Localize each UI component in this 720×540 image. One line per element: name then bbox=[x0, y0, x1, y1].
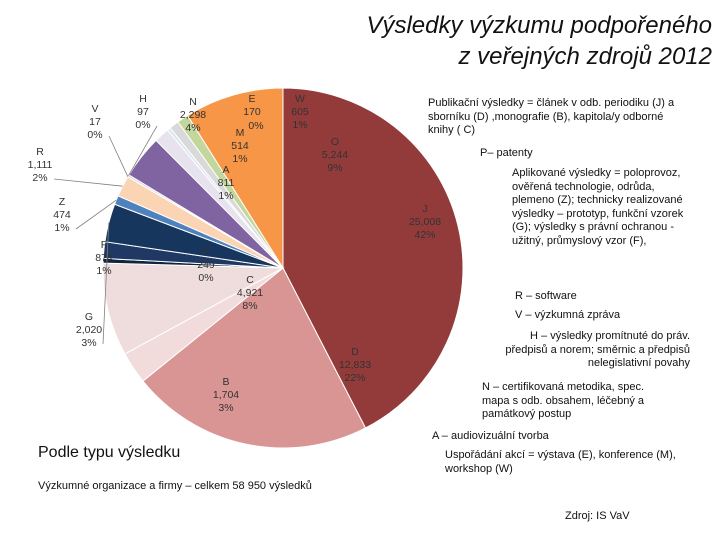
leader-line-g bbox=[102, 222, 110, 345]
pie-label-d: D 12,833 22% bbox=[339, 346, 371, 384]
leader-line-v bbox=[108, 135, 129, 177]
pie-label-w: W 605 1% bbox=[291, 93, 309, 131]
leader-line-r bbox=[53, 178, 123, 187]
pie-extra-label: 0% bbox=[248, 120, 263, 132]
legend-aplikovane: Aplikované výsledky = poloprovoz, ověřen… bbox=[512, 167, 684, 247]
source-note: Zdroj: IS VaV bbox=[565, 510, 630, 522]
pie-label-a: A 811 1% bbox=[218, 164, 235, 202]
pie-slice-d bbox=[142, 267, 367, 449]
legend-audiovizualni: A – audiovizuální tvorba bbox=[432, 430, 549, 442]
legend-software: R – software bbox=[515, 290, 577, 302]
legend-predpisy: H – výsledky promítnuté do práv. předpis… bbox=[505, 330, 690, 369]
pie-label-r: R 1,111 2% bbox=[28, 146, 53, 184]
legend-metodika: N – certifikovaná metodika, spec. mapa s… bbox=[482, 381, 645, 420]
chart-title-line1: Výsledky výzkumu podpořeného bbox=[366, 12, 712, 39]
pie-slices bbox=[102, 87, 464, 449]
pie-labels: J 25,008 42% D 12,833 22% B 1,704 3% C 4,921 8% P 249… bbox=[28, 93, 442, 414]
pie-label-f: F 874 1% bbox=[95, 239, 113, 277]
pie-leader-lines bbox=[53, 125, 158, 345]
pie-label-o: O 5,244 9% bbox=[322, 136, 348, 174]
pie-slice-j bbox=[282, 87, 464, 429]
pie-label-b: B 1,704 3% bbox=[213, 376, 239, 414]
pie-label-h: H 97 0% bbox=[135, 93, 150, 131]
pie-label-j: J 25,008 42% bbox=[409, 203, 441, 241]
pie-label-e: E 170 bbox=[243, 93, 261, 118]
pie-label-z: Z 474 1% bbox=[53, 196, 71, 234]
legend-publikacni: Publikační výsledky = článek v odb. peri… bbox=[428, 97, 675, 136]
pie-label-m: M 514 1% bbox=[231, 127, 249, 165]
leader-line-z bbox=[75, 199, 117, 230]
chart-title: Výsledky výzkumu podpořeného z veřejných… bbox=[292, 10, 712, 72]
pie-slice-c bbox=[102, 262, 285, 355]
pie-label-n: N 2,298 4% bbox=[180, 96, 206, 134]
pie-label-g: G 2,020 3% bbox=[76, 311, 102, 349]
chart-title-line2: z veřejných zdrojů 2012 bbox=[458, 43, 712, 70]
chart-footnote: Výzkumné organizace a firmy – celkem 58 … bbox=[38, 480, 312, 492]
pie-label-v: V 17 0% bbox=[87, 103, 102, 141]
pie-label-p: P 249 0% bbox=[197, 246, 215, 284]
pie-slice-o bbox=[186, 87, 284, 270]
legend-vyzkumna-zprava: V – výzkumná zpráva bbox=[515, 309, 621, 321]
legend-akce: Uspořádání akcí = výstava (E), konferenc… bbox=[445, 449, 676, 475]
legend-patenty: P– patenty bbox=[480, 147, 533, 159]
pie-label-c: C 4,921 8% bbox=[237, 274, 263, 312]
chart-subtitle: Podle typu výsledku bbox=[38, 444, 181, 461]
leader-line-h bbox=[128, 125, 158, 176]
